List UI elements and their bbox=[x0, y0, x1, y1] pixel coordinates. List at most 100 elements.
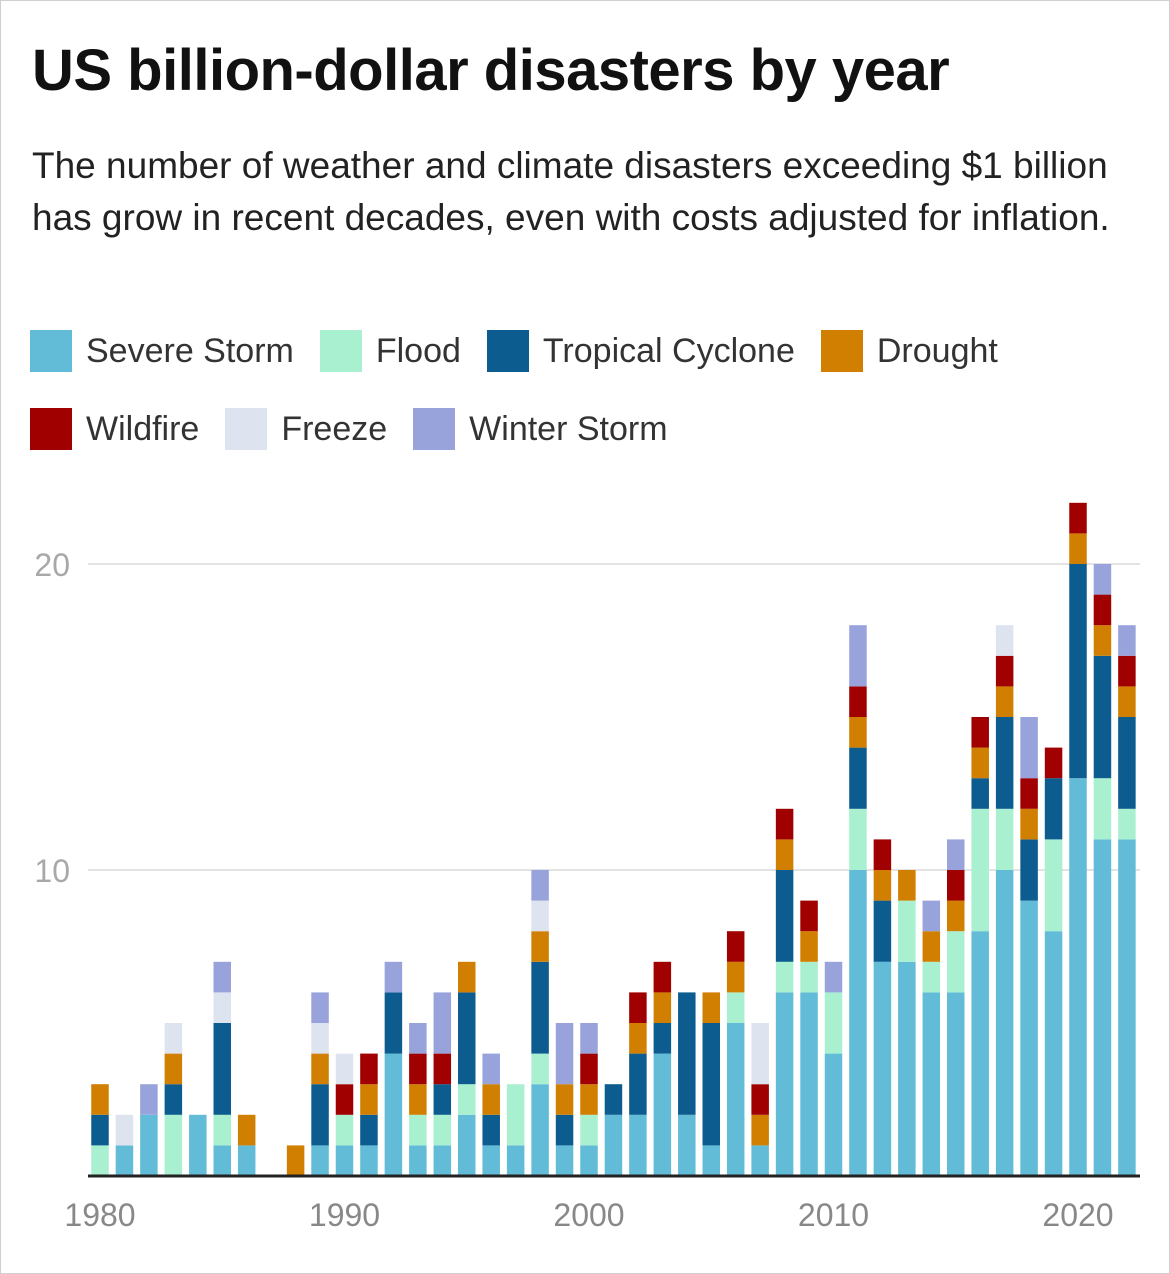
bar-1989-severe-storm bbox=[311, 1145, 329, 1176]
bar-2013-flood bbox=[898, 900, 916, 962]
bar-2020-severe-storm bbox=[1069, 778, 1087, 1176]
y-tick-label: 20 bbox=[34, 547, 70, 583]
bar-1984-severe-storm bbox=[189, 1114, 207, 1176]
bar-2016-tropical-cyclone bbox=[971, 778, 989, 809]
bar-2000-severe-storm bbox=[580, 1145, 598, 1176]
bar-2016-flood bbox=[971, 808, 989, 932]
bar-1998-freeze bbox=[531, 900, 549, 932]
y-tick-label: 10 bbox=[34, 853, 70, 889]
bar-2022-tropical-cyclone bbox=[1118, 717, 1136, 809]
bar-2018-winter-storm bbox=[1020, 717, 1038, 779]
bar-1985-flood bbox=[213, 1114, 231, 1146]
bar-2020-wildfire bbox=[1069, 502, 1087, 534]
bar-2018-wildfire bbox=[1020, 778, 1038, 809]
bar-2022-flood bbox=[1118, 808, 1136, 840]
bar-2011-severe-storm bbox=[849, 870, 867, 1176]
bar-1985-freeze bbox=[213, 992, 231, 1023]
chart-subtitle: The number of weather and climate disast… bbox=[32, 145, 1110, 238]
bar-1994-winter-storm bbox=[433, 992, 452, 1054]
legend-label: Winter Storm bbox=[469, 409, 668, 448]
bar-2018-severe-storm bbox=[1020, 900, 1038, 1176]
bar-2015-drought bbox=[947, 900, 965, 932]
bar-2007-drought bbox=[751, 1114, 769, 1146]
bar-1992-severe-storm bbox=[384, 1053, 403, 1176]
bar-1993-severe-storm bbox=[409, 1145, 427, 1176]
bar-1996-drought bbox=[482, 1084, 500, 1115]
chart-title: US billion-dollar disasters by year bbox=[32, 38, 950, 103]
bar-2015-flood bbox=[947, 931, 965, 993]
bar-2001-tropical-cyclone bbox=[604, 1084, 623, 1115]
bar-2002-drought bbox=[629, 1023, 647, 1054]
bar-1993-wildfire bbox=[409, 1053, 427, 1085]
bar-2019-wildfire bbox=[1044, 747, 1063, 779]
bar-2019-tropical-cyclone bbox=[1044, 778, 1063, 840]
bar-1993-flood bbox=[409, 1114, 427, 1146]
bar-2017-drought bbox=[995, 686, 1014, 717]
legend-swatch bbox=[225, 408, 268, 450]
bar-1992-winter-storm bbox=[384, 961, 403, 993]
bar-2011-wildfire bbox=[849, 686, 867, 717]
bar-2003-severe-storm bbox=[653, 1053, 672, 1176]
bar-1998-severe-storm bbox=[531, 1084, 549, 1176]
bar-1999-winter-storm bbox=[555, 1023, 574, 1085]
bar-2011-flood bbox=[849, 808, 867, 870]
bar-1983-tropical-cyclone bbox=[164, 1084, 183, 1115]
x-tick-label: 2010 bbox=[798, 1197, 869, 1233]
bar-2009-drought bbox=[800, 931, 818, 962]
bar-2009-flood bbox=[800, 961, 818, 993]
bar-2021-winter-storm bbox=[1093, 564, 1112, 595]
bar-1999-tropical-cyclone bbox=[555, 1114, 574, 1146]
bar-2007-severe-storm bbox=[751, 1145, 769, 1176]
bar-2019-severe-storm bbox=[1044, 931, 1063, 1176]
bar-2014-flood bbox=[922, 961, 941, 993]
bar-2018-tropical-cyclone bbox=[1020, 839, 1038, 901]
bar-2007-wildfire bbox=[751, 1084, 769, 1115]
bar-1989-drought bbox=[311, 1053, 329, 1085]
bar-1988-drought bbox=[286, 1145, 305, 1176]
bar-2015-winter-storm bbox=[947, 839, 965, 870]
bar-2008-tropical-cyclone bbox=[775, 870, 794, 962]
x-tick-label: 2000 bbox=[553, 1197, 624, 1233]
bar-1983-flood bbox=[164, 1114, 183, 1176]
bar-1999-severe-storm bbox=[555, 1145, 574, 1176]
bar-1994-flood bbox=[433, 1114, 452, 1146]
legend-swatch bbox=[486, 330, 529, 372]
bar-1995-tropical-cyclone bbox=[458, 992, 476, 1085]
bar-2005-drought bbox=[702, 992, 720, 1023]
bar-1993-winter-storm bbox=[409, 1023, 427, 1054]
bar-2012-severe-storm bbox=[873, 961, 892, 1176]
bar-2000-drought bbox=[580, 1084, 598, 1115]
bar-1991-tropical-cyclone bbox=[360, 1114, 378, 1146]
bar-2016-severe-storm bbox=[971, 931, 989, 1176]
bar-1981-severe-storm bbox=[115, 1145, 134, 1176]
bar-2009-severe-storm bbox=[800, 992, 818, 1176]
bar-2017-flood bbox=[995, 808, 1014, 870]
legend-swatch bbox=[30, 408, 72, 450]
bar-1996-tropical-cyclone bbox=[482, 1114, 500, 1146]
legend-item-winter-storm: Winter Storm bbox=[413, 408, 668, 450]
bar-1983-drought bbox=[164, 1053, 183, 1085]
bar-2017-severe-storm bbox=[995, 870, 1014, 1176]
bar-2016-drought bbox=[971, 747, 989, 779]
bar-1998-flood bbox=[531, 1053, 549, 1085]
bar-1992-tropical-cyclone bbox=[384, 992, 403, 1054]
legend-label: Wildfire bbox=[86, 409, 200, 448]
x-tick-label: 1990 bbox=[309, 1197, 380, 1233]
bar-2015-wildfire bbox=[947, 870, 965, 901]
bar-2017-freeze bbox=[995, 625, 1014, 656]
bar-2004-severe-storm bbox=[678, 1114, 696, 1176]
bar-2020-tropical-cyclone bbox=[1069, 564, 1087, 779]
bar-1990-severe-storm bbox=[335, 1145, 354, 1176]
bar-1981-freeze bbox=[115, 1114, 134, 1146]
bar-1989-winter-storm bbox=[311, 992, 329, 1023]
bar-2011-drought bbox=[849, 717, 867, 748]
bar-1998-drought bbox=[531, 931, 549, 962]
bar-1985-severe-storm bbox=[213, 1145, 231, 1176]
bar-1996-winter-storm bbox=[482, 1053, 500, 1085]
legend-swatch bbox=[319, 330, 362, 372]
bar-1991-severe-storm bbox=[360, 1145, 378, 1176]
bar-2000-flood bbox=[580, 1114, 598, 1146]
bar-1993-drought bbox=[409, 1084, 427, 1115]
bar-1998-winter-storm bbox=[531, 870, 549, 901]
bar-2014-severe-storm bbox=[922, 992, 941, 1176]
